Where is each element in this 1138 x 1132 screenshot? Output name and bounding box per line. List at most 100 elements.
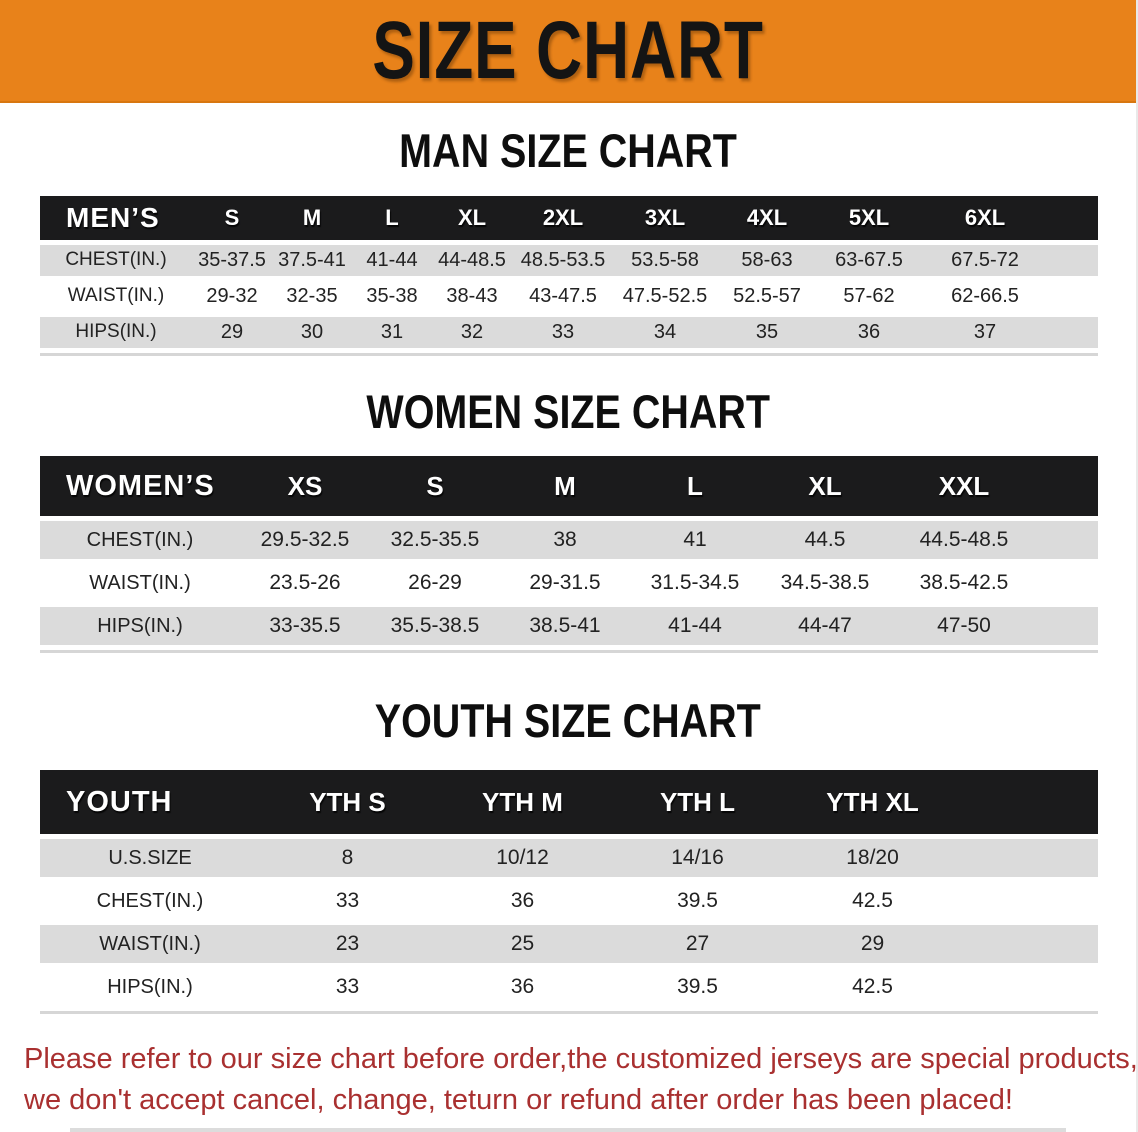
value-cell: 8 <box>260 839 435 878</box>
women-size-column-header: M <box>500 456 630 517</box>
value-cell: 33 <box>260 882 435 921</box>
value-cell: 35-38 <box>352 280 432 312</box>
value-cell: 62-66.5 <box>920 280 1050 312</box>
value-cell: 57-62 <box>818 280 920 312</box>
disclaimer-line-2: we don't accept cancel, change, teturn o… <box>24 1084 1013 1117</box>
men-size-column-header: 3XL <box>614 195 716 240</box>
youth-size-column-header: YTH M <box>435 770 610 835</box>
value-cell: 34 <box>614 316 716 348</box>
row-label: U.S.SIZE <box>40 839 260 878</box>
row-label: HIPS(IN.) <box>40 607 240 646</box>
value-cell: 38.5-41 <box>500 607 630 646</box>
men-section: MAN SIZE CHART MEN’S S M L XL 2XL 3XL 4XL 5XL 6XL… <box>0 125 1136 356</box>
value-cell: 10/12 <box>435 839 610 878</box>
value-cell: 29-31.5 <box>500 564 630 603</box>
value-cell: 41-44 <box>630 607 760 646</box>
value-cell: 44.5-48.5 <box>890 521 1038 560</box>
value-cell: 38-43 <box>432 280 512 312</box>
value-cell: 44-47 <box>760 607 890 646</box>
value-cell: 33 <box>512 316 614 348</box>
value-cell: 29 <box>192 316 272 348</box>
value-cell: 34.5-38.5 <box>760 564 890 603</box>
youth-section: YOUTH SIZE CHART YOUTH YTH S YTH M YTH L YTH… <box>0 695 1136 1015</box>
bottom-edge-line <box>70 1128 1066 1132</box>
value-cell: 44-48.5 <box>432 244 512 276</box>
women-table-row: CHEST(IN.) 29.5-32.5 32.5-35.5 38 41 44.5 44.5… <box>40 521 1098 560</box>
page-title: SIZE CHART <box>372 4 764 96</box>
value-cell: 35 <box>716 316 818 348</box>
row-label: WAIST(IN.) <box>40 925 260 964</box>
value-cell: 35-37.5 <box>192 244 272 276</box>
value-cell: 26-29 <box>370 564 500 603</box>
row-spacer-cell <box>1038 564 1098 603</box>
value-cell: 18/20 <box>785 839 960 878</box>
value-cell: 29-32 <box>192 280 272 312</box>
value-cell: 23 <box>260 925 435 964</box>
row-label: CHEST(IN.) <box>40 521 240 560</box>
value-cell: 32-35 <box>272 280 352 312</box>
value-cell: 32 <box>432 316 512 348</box>
women-size-column-header: XL <box>760 456 890 517</box>
youth-size-column-header: YTH XL <box>785 770 960 835</box>
value-cell: 38 <box>500 521 630 560</box>
youth-size-column-header: YTH S <box>260 770 435 835</box>
row-spacer-cell <box>1038 607 1098 646</box>
women-table-row: HIPS(IN.) 33-35.5 35.5-38.5 38.5-41 41-44 44-… <box>40 607 1098 646</box>
women-header-label: WOMEN’S <box>40 456 240 517</box>
men-header-row: MEN’S S M L XL 2XL 3XL 4XL 5XL 6XL <box>40 195 1098 240</box>
men-size-column-header: 2XL <box>512 195 614 240</box>
value-cell: 42.5 <box>785 968 960 1007</box>
women-size-column-header: XXL <box>890 456 1038 517</box>
row-spacer-cell <box>960 925 1098 964</box>
women-size-column-header: L <box>630 456 760 517</box>
disclaimer-line-1: Please refer to our size chart before or… <box>24 1043 1138 1076</box>
women-section-heading: WOMEN SIZE CHART <box>0 384 1136 438</box>
value-cell: 35.5-38.5 <box>370 607 500 646</box>
row-spacer-cell <box>960 839 1098 878</box>
men-size-column-header: XL <box>432 195 512 240</box>
row-label: CHEST(IN.) <box>40 882 260 921</box>
row-label: CHEST(IN.) <box>40 244 192 276</box>
row-label: HIPS(IN.) <box>40 968 260 1007</box>
value-cell: 58-63 <box>716 244 818 276</box>
value-cell: 37.5-41 <box>272 244 352 276</box>
value-cell: 23.5-26 <box>240 564 370 603</box>
value-cell: 44.5 <box>760 521 890 560</box>
value-cell: 36 <box>435 882 610 921</box>
men-size-column-header: 6XL <box>920 195 1050 240</box>
header-spacer-cell <box>1038 456 1098 517</box>
women-size-column-header: XS <box>240 456 370 517</box>
youth-table-row: U.S.SIZE 8 10/12 14/16 18/20 <box>40 839 1098 878</box>
row-spacer-cell <box>1050 280 1098 312</box>
row-spacer-cell <box>1038 521 1098 560</box>
value-cell: 29.5-32.5 <box>240 521 370 560</box>
men-section-title: MAN SIZE CHART <box>399 124 737 177</box>
header-spacer-cell <box>1050 195 1098 240</box>
men-size-column-header: 4XL <box>716 195 818 240</box>
men-size-column-header: L <box>352 195 432 240</box>
women-size-table: WOMEN’S XS S M L XL XXL CHEST(IN.) 29.5-32.5 32.5… <box>40 451 1098 654</box>
men-size-column-header: M <box>272 195 352 240</box>
youth-size-table: YOUTH YTH S YTH M YTH L YTH XL U.S.SIZE 8 10/12… <box>40 765 1098 1015</box>
men-header-label: MEN’S <box>40 195 192 240</box>
disclaimer-note: Please refer to our size chart before or… <box>24 1039 1138 1121</box>
youth-section-title: YOUTH SIZE CHART <box>374 694 762 748</box>
women-header-row: WOMEN’S XS S M L XL XXL <box>40 456 1098 517</box>
youth-section-heading: YOUTH SIZE CHART <box>0 695 1136 747</box>
value-cell: 32.5-35.5 <box>370 521 500 560</box>
value-cell: 31 <box>352 316 432 348</box>
value-cell: 33-35.5 <box>240 607 370 646</box>
row-label: HIPS(IN.) <box>40 316 192 348</box>
value-cell: 39.5 <box>610 882 785 921</box>
women-section: WOMEN SIZE CHART WOMEN’S XS S M L XL XXL CHEST(… <box>0 384 1136 654</box>
value-cell: 39.5 <box>610 968 785 1007</box>
value-cell: 25 <box>435 925 610 964</box>
value-cell: 42.5 <box>785 882 960 921</box>
youth-table-row: CHEST(IN.) 33 36 39.5 42.5 <box>40 882 1098 921</box>
banner: SIZE CHART <box>0 0 1136 103</box>
value-cell: 14/16 <box>610 839 785 878</box>
value-cell: 33 <box>260 968 435 1007</box>
value-cell: 43-47.5 <box>512 280 614 312</box>
women-section-title: WOMEN SIZE CHART <box>366 384 770 438</box>
